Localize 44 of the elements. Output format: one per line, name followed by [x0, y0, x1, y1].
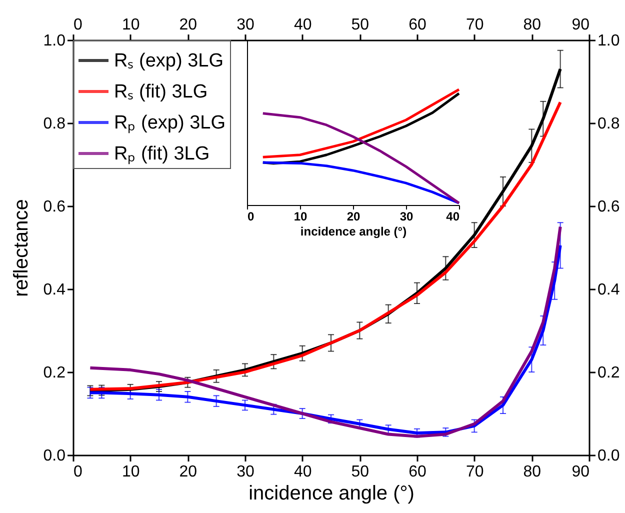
x-tick-label: 70 [466, 16, 484, 34]
y-tick-label: 1.0 [43, 32, 66, 50]
x-tick-label: 20 [346, 210, 360, 224]
x2-tick-label: 80 [523, 464, 542, 480]
y2-tick-label: 0.2 [598, 364, 620, 382]
legend-label: Rₛ (fit) 3LG [114, 82, 208, 102]
x2-tick-label: 20 [179, 464, 198, 480]
x-tick-label: 40 [294, 16, 312, 34]
x-tick-label: 30 [236, 16, 254, 34]
y2-tick-label: 0.8 [598, 116, 620, 132]
y2-tick-label: 1.0 [598, 32, 620, 50]
x2-tick-label: 70 [466, 464, 484, 480]
y-tick-label: 0.6 [43, 198, 66, 216]
x-axis-title: incidence angle (°) [300, 224, 407, 238]
y-tick-label: 0.0 [43, 448, 66, 464]
x2-tick-label: 60 [408, 464, 426, 480]
x-tick-label: 60 [408, 16, 426, 34]
y2-tick-label: 0.4 [598, 282, 620, 298]
y-tick-label: 0.8 [43, 116, 66, 132]
y2-tick-label: 0.0 [598, 448, 620, 464]
x-tick-label: 20 [179, 16, 198, 34]
x-tick-label: 80 [523, 16, 542, 34]
x2-tick-label: 30 [236, 464, 254, 480]
legend-label: Rₚ (exp) 3LG [114, 112, 226, 134]
y-tick-label: 0.4 [43, 282, 66, 298]
y-axis-title: reflectance [10, 199, 32, 297]
x-tick-label: 40 [446, 210, 460, 224]
y2-tick-label: 0.6 [598, 198, 620, 216]
x-tick-label: 0 [248, 210, 254, 224]
x-tick-label: 30 [400, 210, 414, 224]
x2-tick-label: 40 [294, 464, 312, 480]
x-tick-label: 0 [74, 16, 82, 34]
y-tick-label: 0.2 [43, 364, 66, 382]
legend-label: Rₛ (exp) 3LG [114, 50, 224, 72]
x2-tick-label: 10 [122, 464, 140, 480]
x2-tick-label: 50 [351, 464, 370, 480]
legend-label: Rₚ (fit) 3LG [114, 144, 210, 164]
x-axis-title: incidence angle (°) [248, 482, 414, 504]
x-tick-label: 90 [572, 16, 590, 34]
x-tick-label: 10 [294, 210, 308, 224]
x2-tick-label: 90 [572, 464, 590, 480]
x-tick-label: 50 [351, 16, 370, 34]
x-tick-label: 10 [122, 16, 140, 34]
x2-tick-label: 0 [74, 464, 82, 480]
